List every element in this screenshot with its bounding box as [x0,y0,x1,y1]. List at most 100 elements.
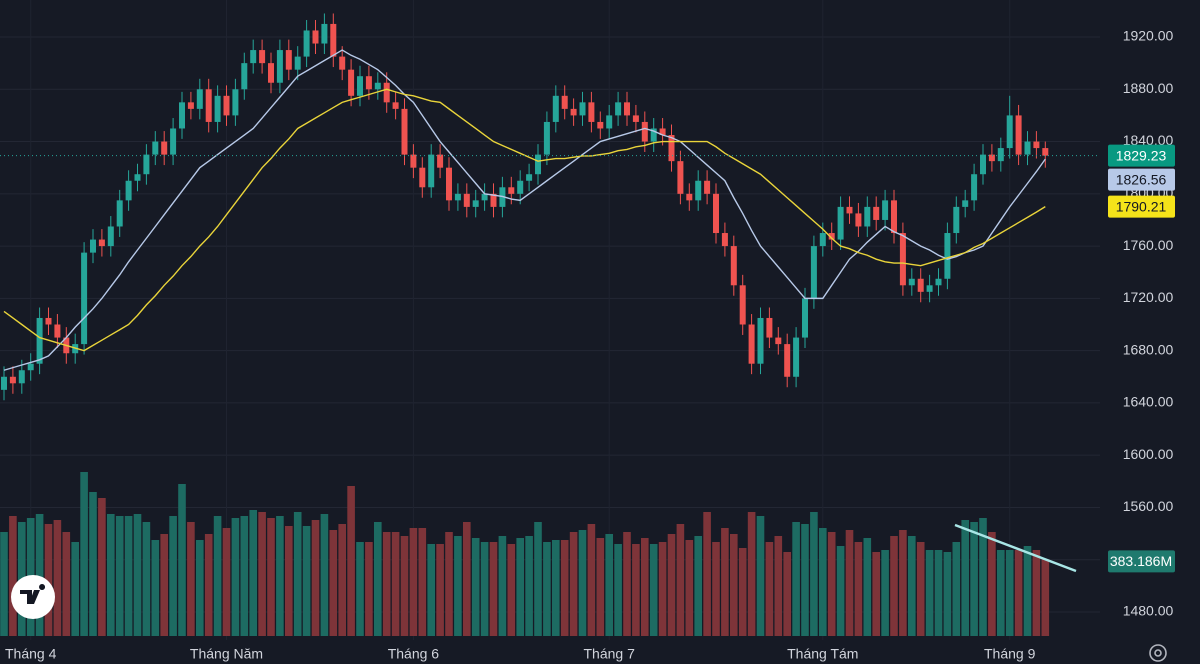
candle-body [152,141,159,155]
candle-body [650,128,657,142]
volume-bar [569,532,578,636]
volume-bar [471,538,480,636]
candle-body [579,102,586,116]
candle-body [739,285,746,325]
logo[interactable] [11,575,55,619]
candle-body [570,108,577,116]
candle-body [517,180,524,194]
volume-bar [694,536,702,636]
candle-body [552,95,559,122]
volume-tag: 383.186M [1110,553,1172,569]
candle-body [837,206,844,240]
candle-body [766,317,773,338]
candle-body [828,233,835,240]
volume-bar [356,542,364,636]
candle-body [196,89,203,109]
last-price-tag: 1829.23 [1116,147,1167,163]
candle-layer [1,13,1049,401]
volume-bar [35,514,44,636]
volume-bar [9,516,17,636]
volume-bar [293,512,302,636]
volume-bar [810,512,818,636]
candle-body [1,376,7,390]
volume-bar [783,552,791,636]
y-tick-label: 1920.00 [1123,28,1174,44]
volume-bar [1032,550,1041,636]
candle-body [597,121,604,129]
candle-body [187,102,194,109]
candle-body [294,56,301,70]
volume-bar [302,526,311,636]
volume-bar [943,552,952,636]
x-tick-label: Tháng Năm [190,646,263,662]
candle-body [659,128,666,136]
candle-body [446,167,452,201]
volume-bar [908,536,916,636]
moving-average-line [3,49,1046,371]
y-tick-label: 1760.00 [1123,237,1174,253]
axis-layer: 1480.001520.001560.001600.001640.001680.… [5,28,1175,662]
candle-body [463,193,470,207]
volume-bar [979,518,987,636]
volume-bar [409,528,418,636]
volume-bar [819,528,827,636]
candle-body [472,200,479,207]
candle-body [926,285,933,292]
candle-body [615,102,622,116]
candle-body [268,63,274,83]
candle-body [721,233,728,247]
candle-body [508,187,515,194]
candle-body [36,317,43,364]
candle-body [606,115,613,129]
line-layer [0,49,1100,371]
candle-body [1033,141,1040,149]
volume-bar [89,492,97,636]
volume-bar [685,540,694,636]
y-tick-label: 1480.00 [1123,603,1174,619]
volume-bar [0,532,8,636]
logo-mark[interactable] [20,584,46,604]
volume-bar [970,522,978,636]
candle-body [971,174,978,201]
volume-bar [1041,559,1050,636]
ma-tag: 1826.56 [1116,171,1167,187]
volume-bar [71,542,79,636]
volume-tag-box [1108,550,1175,573]
volume-bar [391,532,400,636]
x-tick-label: Tháng 9 [984,646,1036,662]
gear-hub[interactable] [1154,649,1162,657]
candle-body [704,180,711,194]
volume-bar [756,516,765,636]
last-price-tag-box [1108,144,1175,167]
volume-bar [311,520,320,636]
volume-bar [925,550,934,636]
volume-bar [98,498,106,636]
volume-bar [1005,550,1014,636]
candle-body [143,154,150,175]
candle-body [855,213,862,227]
volume-bar [231,518,240,636]
volume-bar [142,522,151,636]
volume-bar [169,516,177,636]
volume-bar [1014,550,1023,636]
candle-body [374,82,381,90]
candle-body [899,233,906,286]
candle-body [695,180,702,201]
candle-body [784,344,791,377]
volume-bar [1023,546,1032,636]
candle-body [419,167,426,188]
volume-bar [276,516,284,636]
candle-body [882,200,889,220]
volume-bar [730,534,738,636]
volume-bar [765,542,774,636]
x-tick-label: Tháng 6 [388,646,440,662]
candle-body [1024,141,1031,155]
gear[interactable] [1149,644,1167,662]
settings-icon[interactable] [1149,644,1167,662]
volume-bar [124,516,133,636]
volume-bar [792,522,800,636]
candle-body [757,317,764,364]
ma-tag-box [1108,195,1175,218]
candle-body [90,239,96,253]
candle-body [1006,115,1013,149]
